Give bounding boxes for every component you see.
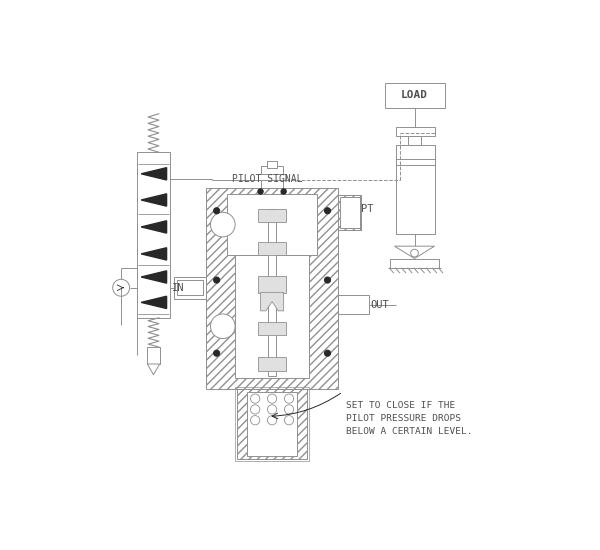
Bar bbox=[409, 136, 421, 145]
Bar bbox=[247, 392, 298, 456]
Circle shape bbox=[211, 212, 235, 237]
Bar bbox=[258, 241, 286, 255]
Circle shape bbox=[211, 314, 235, 339]
Circle shape bbox=[214, 208, 220, 214]
Circle shape bbox=[214, 350, 220, 356]
Bar bbox=[227, 194, 317, 255]
Polygon shape bbox=[260, 293, 284, 311]
Bar bbox=[258, 357, 286, 371]
Circle shape bbox=[268, 416, 277, 425]
Circle shape bbox=[284, 416, 293, 425]
Bar bbox=[258, 174, 286, 180]
Text: PILOT SIGNAL: PILOT SIGNAL bbox=[232, 174, 302, 184]
Bar bbox=[137, 152, 170, 318]
Circle shape bbox=[251, 405, 260, 414]
Circle shape bbox=[325, 350, 331, 356]
Bar bbox=[385, 83, 445, 108]
Text: PT: PT bbox=[361, 204, 374, 214]
Polygon shape bbox=[141, 168, 167, 180]
Polygon shape bbox=[141, 296, 167, 309]
Bar bbox=[340, 197, 360, 228]
Circle shape bbox=[281, 189, 286, 194]
Bar bbox=[268, 209, 277, 376]
Bar bbox=[258, 276, 286, 293]
Circle shape bbox=[284, 394, 293, 403]
Polygon shape bbox=[141, 271, 167, 283]
Bar bbox=[206, 188, 338, 389]
Bar bbox=[396, 127, 434, 136]
Polygon shape bbox=[395, 246, 434, 258]
Bar bbox=[235, 387, 309, 461]
Circle shape bbox=[284, 405, 293, 414]
Bar bbox=[262, 166, 283, 188]
Text: SET TO CLOSE IF THE
PILOT PRESSURE DROPS
BELOW A CERTAIN LEVEL.: SET TO CLOSE IF THE PILOT PRESSURE DROPS… bbox=[346, 401, 473, 436]
Circle shape bbox=[325, 208, 331, 214]
Bar bbox=[258, 209, 286, 222]
Bar bbox=[238, 389, 307, 459]
Polygon shape bbox=[141, 194, 167, 206]
Bar bbox=[176, 280, 203, 295]
Bar bbox=[390, 258, 439, 268]
Circle shape bbox=[268, 405, 277, 414]
Circle shape bbox=[325, 277, 331, 283]
Bar bbox=[148, 347, 160, 364]
Bar bbox=[338, 295, 369, 314]
Bar bbox=[396, 145, 434, 234]
Text: OUT: OUT bbox=[371, 300, 389, 310]
Circle shape bbox=[258, 189, 263, 194]
Text: IN: IN bbox=[172, 283, 184, 293]
Bar bbox=[258, 322, 286, 335]
Circle shape bbox=[251, 416, 260, 425]
Text: LOAD: LOAD bbox=[401, 90, 428, 100]
Circle shape bbox=[251, 394, 260, 403]
Bar bbox=[268, 161, 277, 168]
Bar bbox=[235, 255, 309, 378]
Polygon shape bbox=[141, 248, 167, 260]
Bar bbox=[173, 277, 206, 299]
Circle shape bbox=[268, 394, 277, 403]
Circle shape bbox=[214, 277, 220, 283]
Polygon shape bbox=[148, 364, 160, 375]
Polygon shape bbox=[141, 221, 167, 233]
Circle shape bbox=[410, 249, 418, 257]
Circle shape bbox=[113, 279, 130, 296]
Bar bbox=[338, 195, 361, 230]
